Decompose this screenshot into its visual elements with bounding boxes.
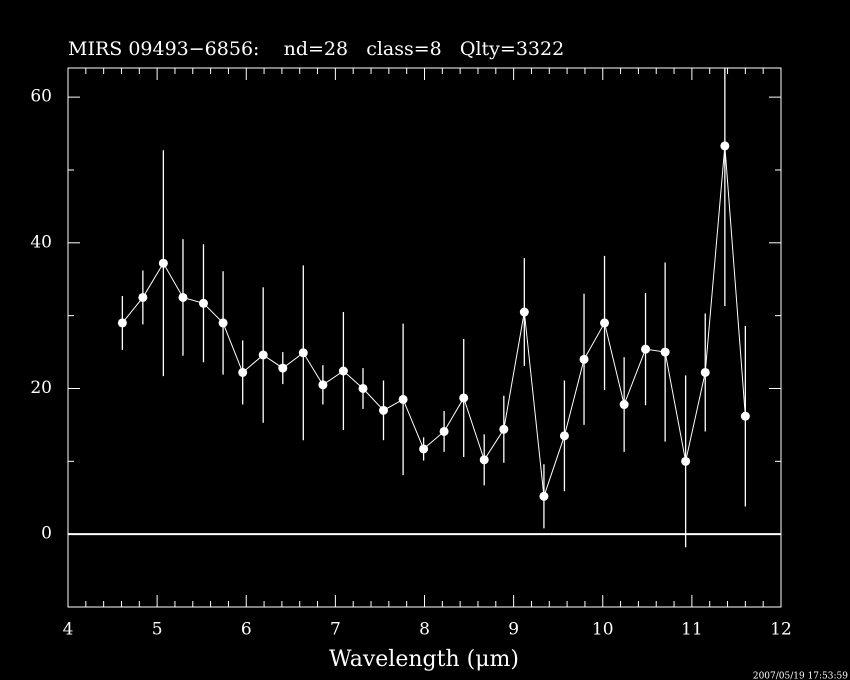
y-tick-label: 60 (30, 87, 52, 107)
data-point (720, 141, 730, 151)
x-tick-label: 11 (681, 620, 703, 640)
data-point (600, 318, 610, 328)
data-point (278, 363, 288, 373)
data-point (178, 292, 188, 302)
data-point (338, 366, 348, 376)
data-point (479, 455, 489, 465)
data-point (358, 383, 368, 393)
data-point (379, 405, 389, 415)
data-point (559, 431, 569, 441)
data-point (579, 354, 589, 364)
data-point (419, 444, 429, 454)
data-point (499, 424, 509, 434)
data-point (519, 307, 529, 317)
timestamp: 2007/05/19 17:53:59 (753, 672, 848, 680)
data-point (700, 367, 710, 377)
data-point (158, 258, 168, 268)
data-point (138, 292, 148, 302)
data-point (318, 380, 328, 390)
data-point (398, 394, 408, 404)
x-tick-label: 8 (419, 620, 430, 640)
data-line (121, 145, 746, 497)
x-tick-label: 4 (63, 620, 74, 640)
data-point (681, 456, 691, 466)
data-point (459, 393, 469, 403)
x-tick-label: 12 (770, 620, 792, 640)
data-point (238, 367, 248, 377)
data-point (298, 348, 308, 358)
x-tick-label: 5 (152, 620, 163, 640)
y-tick-label: 20 (30, 378, 52, 398)
data-point (619, 400, 629, 410)
y-tick-label: 0 (41, 524, 52, 544)
y-tick-label: 40 (30, 232, 52, 252)
chart-title: MIRS 09493−6856: nd=28 class=8 Qlty=3322 (68, 38, 564, 60)
data-point (539, 491, 549, 501)
x-tick-label: 10 (592, 620, 614, 640)
x-axis-label: Wavelength (μm) (329, 647, 519, 672)
data-point (660, 347, 670, 357)
data-point (198, 298, 208, 308)
x-tick-label: 6 (241, 620, 252, 640)
data-point (218, 318, 228, 328)
x-tick-label: 9 (508, 620, 519, 640)
data-point (641, 344, 651, 354)
data-point (117, 318, 127, 328)
data-point (258, 350, 268, 360)
data-point (439, 426, 449, 436)
x-tick-label: 7 (330, 620, 341, 640)
data-point (740, 411, 750, 421)
